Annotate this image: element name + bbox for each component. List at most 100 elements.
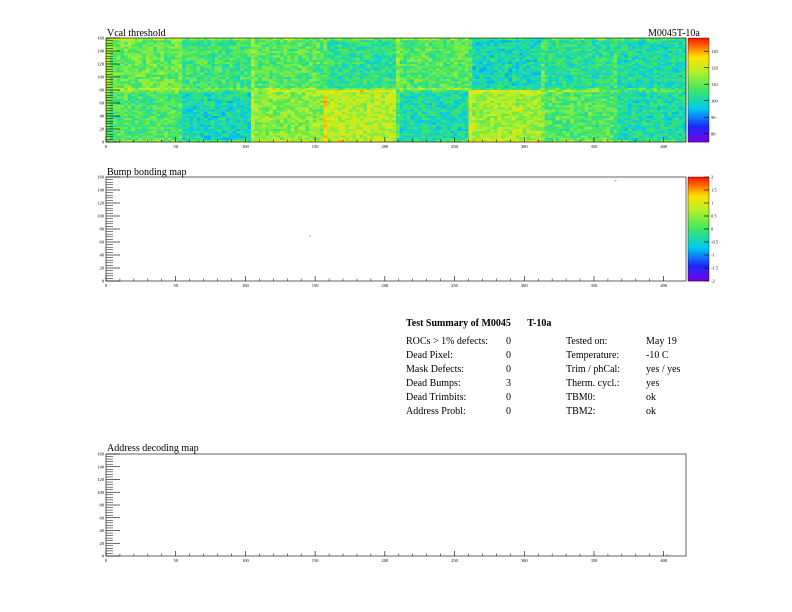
module-id-label: M0045T-10a <box>648 28 700 39</box>
summary-right-label: Tested on: <box>566 336 608 347</box>
bump-palette-cell <box>688 187 709 190</box>
addr-ytick-label: 100 <box>97 490 105 495</box>
addr-xtick-label: 350 <box>591 558 599 563</box>
summary-left-label: Dead Bumps: <box>406 378 461 389</box>
bump-palette-cell <box>688 199 709 203</box>
vcal-palette-cell <box>688 87 709 91</box>
bump-palette-cell <box>688 260 709 263</box>
addr-xtick-label: 250 <box>451 558 459 563</box>
vcal-palette-cell <box>688 119 709 122</box>
bump-palette-cell <box>688 195 709 199</box>
bump-palette-cell <box>688 185 709 188</box>
summary-left-label: ROCs > 1% defects: <box>406 336 489 347</box>
bump-defect-point <box>309 235 311 237</box>
vcal-ztick-label: 80 <box>711 131 716 136</box>
summary-right-value: ok <box>646 406 656 417</box>
bump-ztick-label: 1.5 <box>711 188 717 193</box>
addr-xtick-label: 0 <box>105 558 108 563</box>
addr-ytick-label: 160 <box>97 452 105 457</box>
vcal-xtick-label: 300 <box>521 144 529 149</box>
vcal-xtick-label: 100 <box>242 144 250 149</box>
address-decoding-title: Address decoding map <box>107 443 199 454</box>
bump-palette-cell <box>688 208 709 211</box>
bump-bonding-plot: 0 50 100 150 200 250 300 350 4000204060801001201… <box>97 175 719 288</box>
bump-palette-cell <box>688 189 709 192</box>
addr-xtick-label: 100 <box>242 558 250 563</box>
vcal-palette-cell <box>688 56 709 60</box>
vcal-palette-cell <box>688 81 709 85</box>
bump-palette-cell <box>688 268 709 271</box>
bump-palette-cell <box>688 183 709 186</box>
bump-palette-cell <box>688 212 709 215</box>
summary-title-module: Test Summary of M0045 <box>406 318 511 329</box>
vcal-palette-cell <box>688 129 709 132</box>
vcal-ytick-label: 20 <box>100 127 105 132</box>
vcal-palette-cell <box>688 42 709 45</box>
bump-ztick-label: 0 <box>711 227 714 232</box>
vcal-roc-cell <box>541 38 614 91</box>
vcal-palette-cell <box>688 102 709 105</box>
bump-xtick-label: 250 <box>451 283 459 288</box>
vcal-roc-cell <box>251 90 324 143</box>
bump-defect-point <box>614 180 617 182</box>
vcal-palette-cell <box>688 135 709 139</box>
vcal-palette-cell <box>688 98 709 101</box>
bump-palette-cell <box>688 206 709 209</box>
vcal-palette-cell <box>688 83 709 87</box>
vcal-palette-cell <box>688 54 709 58</box>
addr-ytick-label: 40 <box>100 528 105 533</box>
bump-palette-cell <box>688 226 709 230</box>
vcal-ytick-label: 120 <box>97 62 105 67</box>
vcal-palette-cell <box>688 40 709 43</box>
vcal-palette-cell <box>688 73 709 76</box>
summary-right-value: May 19 <box>646 336 677 347</box>
vcal-xtick-label: 0 <box>105 144 108 149</box>
bump-palette-cell <box>688 276 709 280</box>
vcal-palette-cell <box>688 123 709 126</box>
bump-palette-cell <box>688 235 709 238</box>
bump-xtick-label: 150 <box>312 283 320 288</box>
bump-palette-cell <box>688 193 709 197</box>
vcal-ytick-label: 0 <box>102 140 105 145</box>
vcal-palette-cell <box>688 79 709 82</box>
addr-xtick-label: 50 <box>173 558 178 563</box>
addr-xtick-label: 200 <box>381 558 389 563</box>
bump-xtick-label: 0 <box>105 283 108 288</box>
summary-right-value: yes / yes <box>646 364 681 375</box>
bump-palette-cell <box>688 251 709 255</box>
bump-ytick-label: 0 <box>102 279 105 284</box>
addr-ytick-label: 60 <box>100 515 105 520</box>
vcal-palette-cell <box>688 108 709 112</box>
vcal-palette-cell <box>688 133 709 137</box>
summary-left-label: Address Probl: <box>406 406 466 417</box>
bump-palette-cell <box>688 177 709 180</box>
bump-ztick-label: -2 <box>711 279 715 284</box>
vcal-palette-frame <box>687 37 710 143</box>
vcal-roc-cell <box>613 90 687 143</box>
vcal-palette-cell <box>688 112 709 116</box>
addr-ytick-label: 80 <box>100 503 105 508</box>
summary-title: Test Summary of M0045 T-10a <box>406 318 565 329</box>
bump-palette-cell <box>688 229 709 232</box>
bump-ytick-label: 40 <box>100 253 105 258</box>
vcal-ytick-label: 160 <box>97 36 105 41</box>
address-decoding-plot: 0 50 100 150 200 250 300 350 400 0 20 40 60 80 100 120 1… <box>97 452 687 563</box>
bump-palette-cell <box>688 231 709 234</box>
summary-right-label: Therm. cycl.: <box>566 378 620 389</box>
summary-left-value: 0 <box>506 336 511 347</box>
bump-palette-cell <box>688 214 709 217</box>
summary-title-condition: T-10a <box>527 318 552 329</box>
vcal-roc-cell <box>251 38 324 91</box>
vcal-ytick-label: 40 <box>100 114 105 119</box>
bump-palette-cell <box>688 278 709 282</box>
bump-ztick-label: -1 <box>711 253 715 258</box>
vcal-palette-cell <box>688 104 709 107</box>
vcal-palette-cell <box>688 44 709 47</box>
bump-xtick-label: 100 <box>242 283 250 288</box>
bump-ytick-label: 80 <box>100 227 105 232</box>
vcal-roc-cell <box>396 90 469 143</box>
vcal-palette-cell <box>688 85 709 89</box>
bump-palette-cell <box>688 201 709 205</box>
addr-ytick-label: 120 <box>97 477 105 482</box>
vcal-roc-cell <box>178 38 252 91</box>
